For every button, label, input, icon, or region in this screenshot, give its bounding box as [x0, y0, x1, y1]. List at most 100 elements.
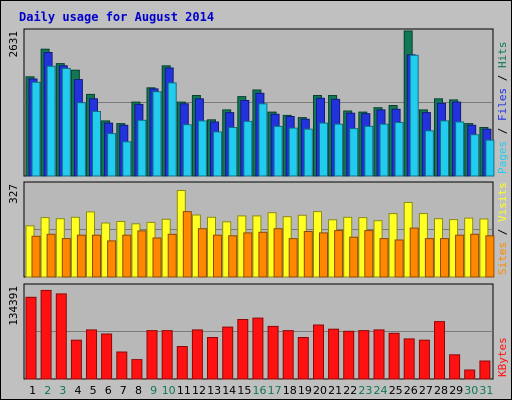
day-label-6: 6 — [105, 384, 112, 397]
bar-pages-day-21 — [334, 123, 344, 177]
bar-sites-day-23 — [364, 230, 374, 278]
bar-kbytes-day-9 — [146, 330, 158, 380]
bar-kbytes-day-31 — [479, 360, 491, 380]
chart-title: Daily usage for August 2014 — [19, 10, 214, 24]
bar-sites-day-27 — [424, 238, 434, 278]
bar-kbytes-day-22 — [343, 330, 355, 380]
bar-kbytes-day-26 — [403, 338, 415, 380]
day-label-8: 8 — [135, 384, 142, 397]
panel-visits-sites: 327 Sites / Visits — [7, 181, 509, 278]
bar-pages-day-14 — [228, 127, 238, 177]
bar-kbytes-day-5 — [86, 329, 97, 380]
bar-pages-day-13 — [213, 131, 222, 177]
day-label-18: 18 — [283, 384, 297, 397]
day-label-7: 7 — [120, 384, 127, 397]
bar-pages-day-9 — [152, 91, 162, 177]
day-label-21: 21 — [328, 384, 342, 397]
bar-pages-day-6 — [107, 133, 117, 177]
day-label-23: 23 — [358, 384, 372, 397]
bar-kbytes-day-18 — [282, 330, 294, 380]
bar-kbytes-day-14 — [222, 326, 234, 380]
bar-kbytes-day-30 — [464, 369, 476, 380]
bar-kbytes-day-25 — [388, 332, 400, 380]
bar-sites-day-11 — [182, 211, 192, 278]
bar-sites-day-10 — [167, 233, 177, 278]
bar-sites-day-9 — [152, 237, 162, 278]
bar-pages-day-17 — [273, 125, 283, 177]
y-max-label: 134391 — [7, 286, 20, 326]
bar-pages-day-16 — [258, 103, 268, 177]
bar-pages-day-7 — [122, 141, 132, 177]
bar-kbytes-day-20 — [313, 324, 324, 380]
bar-pages-day-18 — [288, 127, 298, 177]
bar-kbytes-day-29 — [449, 354, 461, 380]
day-label-17: 17 — [268, 384, 282, 397]
day-label-3: 3 — [59, 384, 66, 397]
bar-pages-day-1 — [31, 81, 41, 177]
bar-sites-day-8 — [137, 230, 147, 278]
bar-sites-day-22 — [349, 236, 359, 278]
day-label-10: 10 — [162, 384, 176, 397]
bar-sites-day-16 — [258, 231, 268, 278]
bar-kbytes-day-7 — [116, 351, 128, 380]
day-label-16: 16 — [253, 384, 267, 397]
bar-pages-day-12 — [197, 120, 207, 177]
bar-sites-day-12 — [197, 228, 207, 278]
bar-sites-day-6 — [107, 240, 117, 278]
bar-sites-day-1 — [31, 235, 41, 278]
bar-kbytes-day-6 — [101, 333, 113, 380]
bar-kbytes-day-4 — [70, 339, 82, 380]
bar-sites-day-18 — [288, 238, 298, 278]
bar-sites-day-26 — [409, 227, 419, 278]
bar-pages-day-23 — [364, 125, 374, 177]
legend-entry-hits: Hits — [496, 42, 509, 69]
day-label-11: 11 — [177, 384, 191, 397]
bar-pages-day-20 — [319, 122, 328, 177]
bar-sites-day-28 — [440, 238, 449, 278]
bar-pages-day-19 — [303, 128, 313, 177]
bar-sites-day-29 — [455, 234, 465, 278]
bar-kbytes-day-21 — [328, 328, 340, 380]
bar-kbytes-day-12 — [191, 329, 203, 380]
day-label-12: 12 — [192, 384, 206, 397]
day-label-20: 20 — [313, 384, 327, 397]
panel-legend: Sites / Visits — [496, 182, 509, 275]
bar-kbytes-day-13 — [207, 337, 218, 380]
day-label-14: 14 — [222, 384, 236, 397]
bar-pages-day-5 — [92, 111, 101, 177]
bar-pages-day-24 — [379, 123, 389, 177]
bar-kbytes-day-23 — [358, 330, 370, 380]
panel-kbytes: 134391 KBytes — [7, 283, 509, 380]
legend-entry-sites: Sites — [496, 242, 509, 275]
bar-kbytes-day-1 — [25, 296, 37, 380]
day-label-5: 5 — [90, 384, 97, 397]
bar-kbytes-day-19 — [297, 337, 309, 380]
bar-pages-day-15 — [243, 120, 253, 177]
bar-pages-day-4 — [76, 102, 86, 177]
bar-sites-day-25 — [394, 239, 404, 278]
day-label-25: 25 — [389, 384, 403, 397]
bar-sites-day-3 — [61, 238, 71, 278]
bar-sites-day-15 — [243, 232, 253, 278]
day-label-4: 4 — [75, 384, 82, 397]
bar-pages-day-29 — [455, 121, 465, 177]
bar-pages-day-28 — [440, 120, 449, 177]
bar-kbytes-day-27 — [418, 339, 430, 380]
bar-sites-day-13 — [213, 234, 222, 278]
day-label-30: 30 — [464, 384, 478, 397]
bar-kbytes-day-15 — [237, 319, 249, 380]
panel-legend: KBytes — [496, 337, 509, 377]
bar-kbytes-day-16 — [252, 317, 264, 380]
y-max-label: 2631 — [7, 31, 20, 58]
day-label-19: 19 — [298, 384, 312, 397]
day-label-22: 22 — [343, 384, 357, 397]
bar-kbytes-day-28 — [434, 321, 445, 380]
y-max-label: 327 — [7, 184, 20, 204]
bar-kbytes-day-3 — [55, 293, 67, 380]
bar-pages-day-11 — [182, 124, 192, 177]
chart-panels: 2631 Pages / Files / Hits 327 Sites / Visit… — [7, 28, 509, 380]
day-label-1: 1 — [29, 384, 36, 397]
legend-separator: / — [496, 121, 509, 141]
bar-pages-day-30 — [470, 134, 480, 177]
